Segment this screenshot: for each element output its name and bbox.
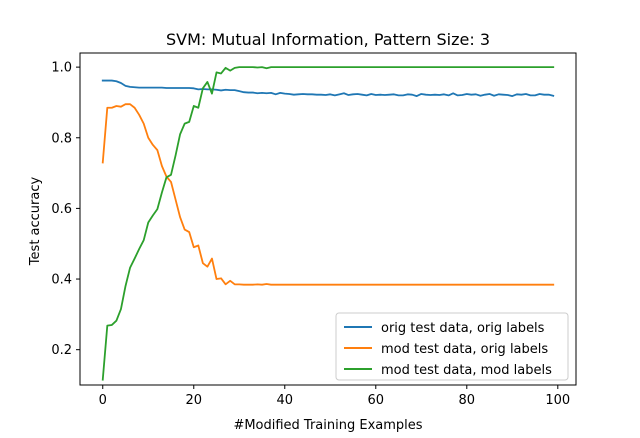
y-tick-label: 0.4 xyxy=(51,273,72,288)
x-tick-label: 60 xyxy=(368,393,385,408)
legend-label-1: orig test data, orig labels xyxy=(381,321,545,336)
x-tick-label: 40 xyxy=(276,393,293,408)
x-tick-label: 0 xyxy=(99,393,107,408)
legend: orig test data, orig labels mod test data… xyxy=(335,312,569,381)
x-tick-label: 100 xyxy=(545,393,570,408)
plot-area xyxy=(79,52,577,386)
y-axis-label: Test accuracy xyxy=(28,177,43,267)
series-layer xyxy=(101,66,555,381)
series-line-1 xyxy=(101,79,555,97)
legend-box xyxy=(335,312,569,381)
y-tick-label: 0.6 xyxy=(51,202,72,217)
legend-label-2: mod test data, orig labels xyxy=(381,342,548,357)
y-axis: 0.2 0.4 0.6 0.8 1.0 xyxy=(51,61,80,358)
y-tick-label: 1.0 xyxy=(51,61,72,76)
series-line-3 xyxy=(101,66,555,381)
x-axis-label: #Modified Training Examples xyxy=(233,418,422,433)
y-tick-label: 0.2 xyxy=(51,343,72,358)
legend-items: orig test data, orig labels mod test data… xyxy=(344,321,552,378)
series-line-2 xyxy=(101,103,555,286)
y-tick-label: 0.8 xyxy=(51,131,72,146)
x-axis: 0 20 40 60 80 100 xyxy=(99,385,570,408)
legend-label-3: mod test data, mod labels xyxy=(381,363,552,378)
chart-title: SVM: Mutual Information, Pattern Size: 3 xyxy=(166,30,490,49)
x-tick-label: 80 xyxy=(459,393,476,408)
x-tick-label: 20 xyxy=(185,393,202,408)
